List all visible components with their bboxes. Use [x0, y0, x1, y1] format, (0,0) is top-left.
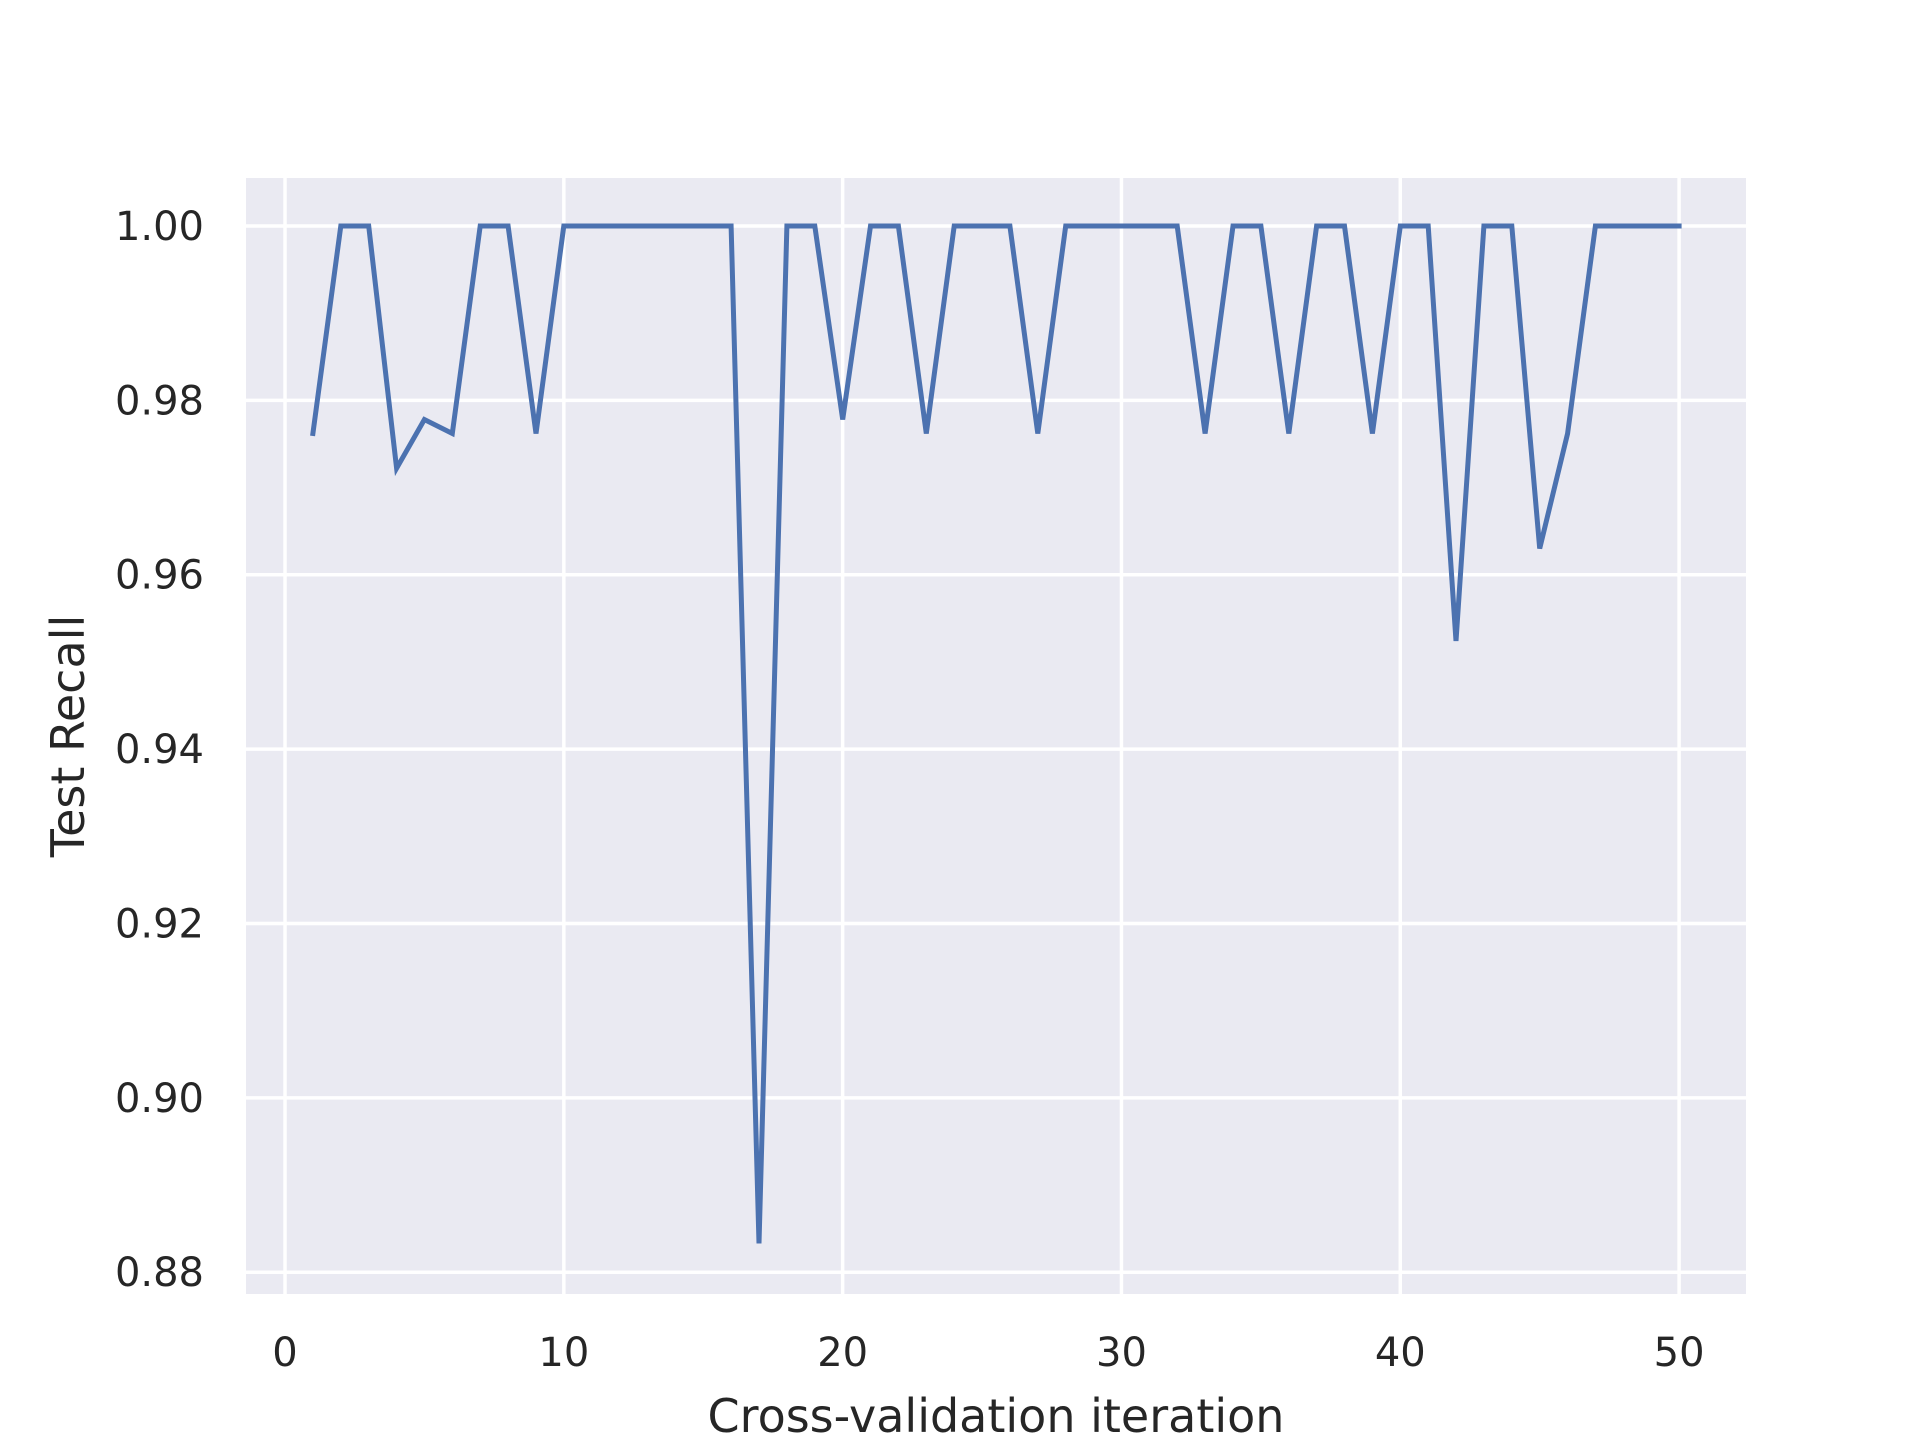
series-line [310, 223, 1682, 1244]
x-tick-label: 40 [1375, 1330, 1426, 1376]
y-tick-label: 0.98 [115, 378, 204, 424]
y-tick-label: 0.88 [115, 1250, 204, 1296]
x-tick-label: 10 [538, 1330, 589, 1376]
y-tick-label: 0.94 [115, 727, 204, 773]
y-tick-label: 0.90 [115, 1076, 204, 1122]
tick-labels: 0 10 20 30 40 50 0.88 0.90 0.92 0.94 0.96 0.98 1.00 [115, 204, 1705, 1376]
x-tick-label: 20 [817, 1330, 868, 1376]
y-axis-label: Test Recall [41, 615, 95, 858]
grid [246, 178, 1746, 1294]
x-axis-label: Cross-validation iteration [708, 1389, 1285, 1440]
series-layer [310, 223, 1682, 1244]
x-tick-label: 0 [272, 1330, 297, 1376]
y-tick-label: 0.96 [115, 553, 204, 599]
y-tick-label: 0.92 [115, 901, 204, 947]
y-tick-label: 1.00 [115, 204, 204, 250]
x-tick-label: 30 [1096, 1330, 1147, 1376]
plot-area [246, 178, 1746, 1294]
x-tick-label: 50 [1654, 1330, 1705, 1376]
